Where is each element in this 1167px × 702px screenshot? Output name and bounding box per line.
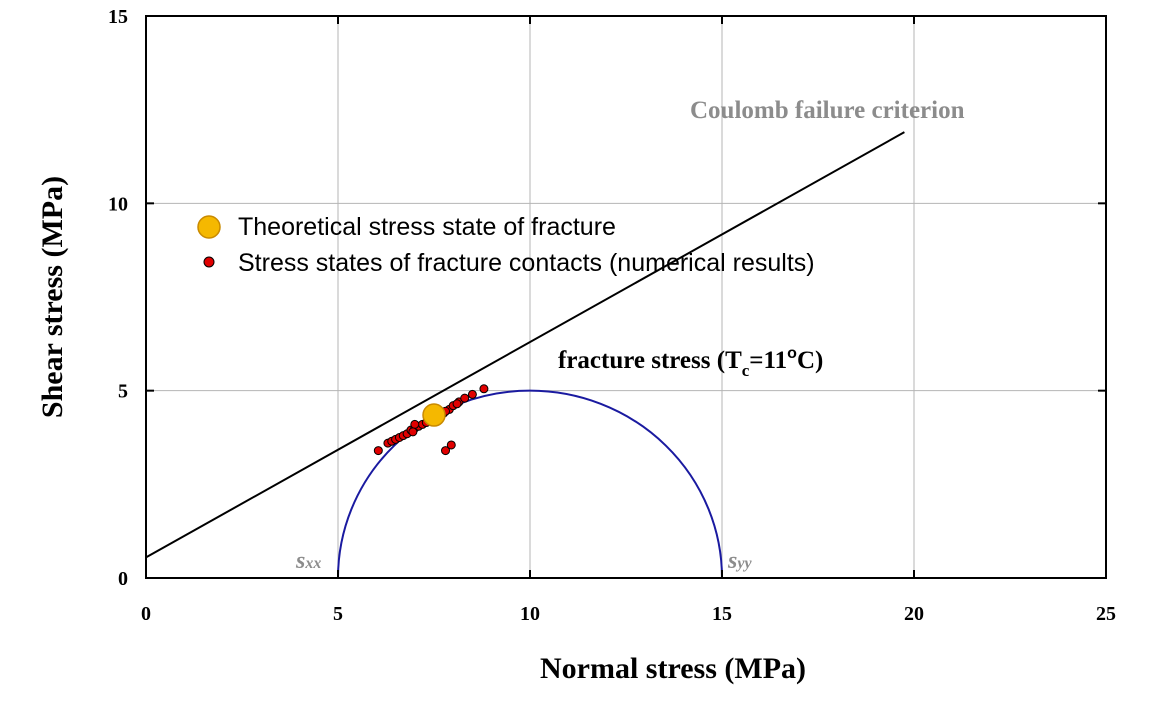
fracture-sup-text: o [787,345,797,362]
coulomb-failure-line [145,131,905,559]
axis-ticks: 0 5 10 15 20 25 0 5 10 15 [108,6,1116,625]
fracture-stress-annotation: fracture stress (Tc=11oC) [558,345,823,380]
legend: Theoretical stress state of fracture Str… [197,213,815,277]
x-axis-title: Normal stress (MPa) [540,652,806,685]
legend-label-theoretical: Theoretical stress state of fracture [238,213,616,241]
x-tick-label: 15 [712,603,732,625]
legend-marker-contacts [203,256,215,268]
x-tick-label: 10 [520,603,540,625]
sigma-yy-subscript: yy [735,555,752,572]
fracture-sub-text: c [742,361,750,380]
theoretical-point [422,403,446,427]
mohr-circle [337,389,723,579]
x-tick-label: 20 [904,603,924,625]
contact-point [460,393,470,403]
sigma-xx-subscript: xx [304,555,321,572]
fracture-mid-text: =11 [749,347,787,374]
y-tick-label: 5 [118,381,128,403]
sigma-xx-symbol: s [295,548,305,574]
y-tick-label: 10 [108,193,128,215]
x-tick-label: 25 [1096,603,1116,625]
y-tick-label: 0 [118,568,128,590]
grid-lines [146,16,1106,578]
contact-point [452,399,462,409]
plot-frame [145,15,1107,579]
sigma-yy-label: syy [727,548,752,574]
curves [145,131,905,579]
y-axis-title: Shear stress (MPa) [36,176,69,418]
contact-point [446,440,456,450]
contact-point [479,384,489,394]
fracture-main-text: fracture stress (T [558,347,742,374]
data-points [373,384,489,456]
sigma-xx-label: sxx [295,548,321,574]
plot-area [146,16,1106,578]
y-tick-label: 15 [108,6,128,28]
contact-point [467,389,477,399]
contact-point [408,427,418,437]
sigma-yy-symbol: s [727,548,737,574]
legend-label-contacts: Stress states of fracture contacts (nume… [238,249,815,277]
legend-marker-theoretical [197,215,221,239]
contact-point [441,446,451,456]
fracture-end-text: C) [797,347,823,374]
x-tick-label: 0 [141,603,151,625]
contact-point [410,419,420,429]
coulomb-annotation: Coulomb failure criterion [690,97,965,124]
x-tick-label: 5 [333,603,343,625]
contact-point [373,446,383,456]
